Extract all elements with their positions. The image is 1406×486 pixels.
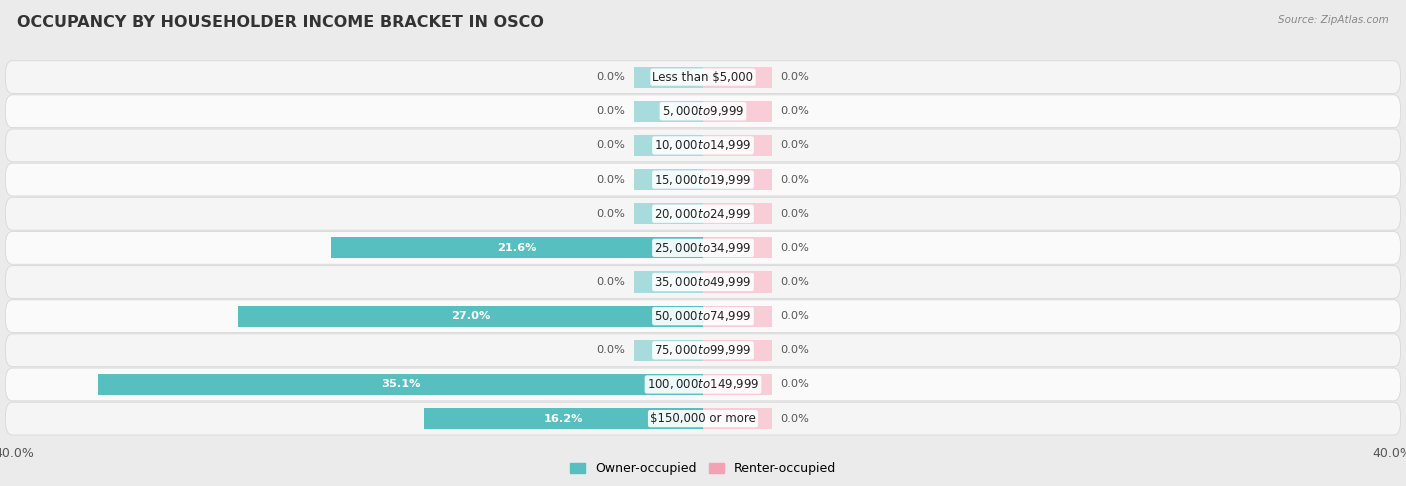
Text: OCCUPANCY BY HOUSEHOLDER INCOME BRACKET IN OSCO: OCCUPANCY BY HOUSEHOLDER INCOME BRACKET … <box>17 15 544 30</box>
Bar <box>703 374 772 395</box>
Bar <box>703 237 772 259</box>
Bar <box>703 169 772 190</box>
Text: $50,000 to $74,999: $50,000 to $74,999 <box>654 309 752 323</box>
Text: Source: ZipAtlas.com: Source: ZipAtlas.com <box>1278 15 1389 25</box>
Bar <box>425 408 703 429</box>
FancyBboxPatch shape <box>6 266 1400 298</box>
FancyBboxPatch shape <box>6 368 1400 401</box>
Text: $15,000 to $19,999: $15,000 to $19,999 <box>654 173 752 187</box>
Bar <box>703 271 772 293</box>
Bar <box>330 237 703 259</box>
Bar <box>703 67 772 87</box>
FancyBboxPatch shape <box>6 163 1400 196</box>
Bar <box>98 374 703 395</box>
Bar <box>634 169 703 190</box>
Text: 0.0%: 0.0% <box>780 311 810 321</box>
Legend: Owner-occupied, Renter-occupied: Owner-occupied, Renter-occupied <box>565 457 841 481</box>
FancyBboxPatch shape <box>6 197 1400 230</box>
FancyBboxPatch shape <box>6 95 1400 128</box>
Text: $100,000 to $149,999: $100,000 to $149,999 <box>647 378 759 391</box>
FancyBboxPatch shape <box>6 300 1400 332</box>
Text: 0.0%: 0.0% <box>780 243 810 253</box>
Text: 0.0%: 0.0% <box>780 346 810 355</box>
FancyBboxPatch shape <box>6 129 1400 162</box>
FancyBboxPatch shape <box>6 402 1400 435</box>
Bar <box>703 135 772 156</box>
Text: 0.0%: 0.0% <box>780 414 810 424</box>
Text: 0.0%: 0.0% <box>596 277 626 287</box>
Text: 0.0%: 0.0% <box>596 72 626 82</box>
Text: 0.0%: 0.0% <box>596 140 626 150</box>
Bar <box>634 101 703 122</box>
Text: 0.0%: 0.0% <box>596 346 626 355</box>
FancyBboxPatch shape <box>6 231 1400 264</box>
Text: $150,000 or more: $150,000 or more <box>650 412 756 425</box>
Text: 0.0%: 0.0% <box>780 106 810 116</box>
Text: 0.0%: 0.0% <box>780 208 810 219</box>
Bar <box>703 306 772 327</box>
Text: $35,000 to $49,999: $35,000 to $49,999 <box>654 275 752 289</box>
Text: 0.0%: 0.0% <box>596 106 626 116</box>
Text: 0.0%: 0.0% <box>780 174 810 185</box>
Bar <box>634 135 703 156</box>
Text: 0.0%: 0.0% <box>780 380 810 389</box>
Bar <box>634 67 703 87</box>
Text: 0.0%: 0.0% <box>780 140 810 150</box>
Text: $10,000 to $14,999: $10,000 to $14,999 <box>654 139 752 153</box>
Text: $75,000 to $99,999: $75,000 to $99,999 <box>654 343 752 357</box>
Text: 35.1%: 35.1% <box>381 380 420 389</box>
Text: 0.0%: 0.0% <box>780 72 810 82</box>
Text: Less than $5,000: Less than $5,000 <box>652 70 754 84</box>
FancyBboxPatch shape <box>6 61 1400 93</box>
Text: 27.0%: 27.0% <box>451 311 491 321</box>
Text: 0.0%: 0.0% <box>596 208 626 219</box>
Text: 0.0%: 0.0% <box>596 174 626 185</box>
Bar <box>634 203 703 225</box>
FancyBboxPatch shape <box>6 334 1400 367</box>
Text: $5,000 to $9,999: $5,000 to $9,999 <box>662 104 744 118</box>
Bar <box>634 340 703 361</box>
Bar <box>703 203 772 225</box>
Text: 0.0%: 0.0% <box>780 277 810 287</box>
Text: $20,000 to $24,999: $20,000 to $24,999 <box>654 207 752 221</box>
Bar <box>703 408 772 429</box>
Text: $25,000 to $34,999: $25,000 to $34,999 <box>654 241 752 255</box>
Text: 16.2%: 16.2% <box>544 414 583 424</box>
Bar <box>238 306 703 327</box>
Text: 21.6%: 21.6% <box>498 243 537 253</box>
Bar <box>634 271 703 293</box>
Bar <box>703 101 772 122</box>
Bar <box>703 340 772 361</box>
